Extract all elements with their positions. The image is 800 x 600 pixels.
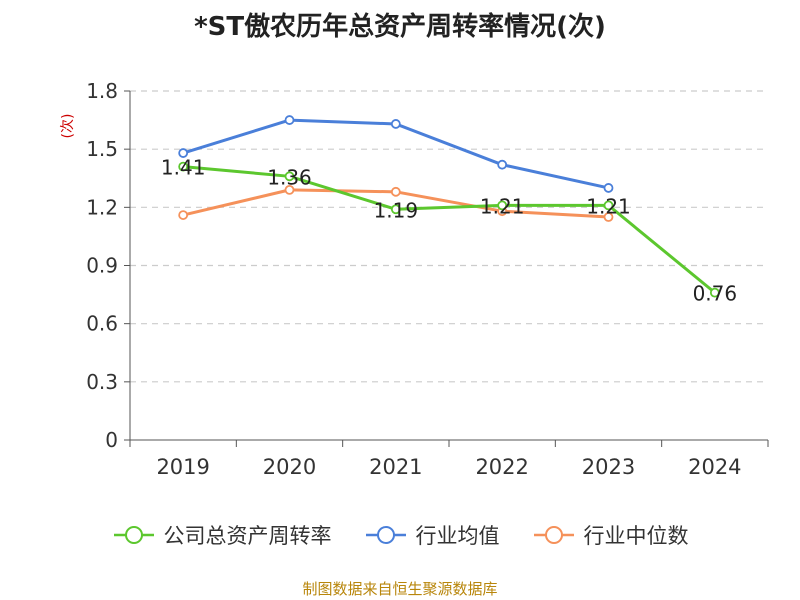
legend-label: 行业均值	[415, 524, 500, 548]
data-point	[390, 204, 401, 215]
y-tick-label: 0.6	[86, 312, 118, 336]
data-point	[390, 119, 401, 129]
series-line	[183, 165, 716, 294]
x-tick-label: 2019	[156, 455, 209, 479]
y-tick-label: 1.5	[86, 137, 118, 161]
y-tick-label: 0	[105, 428, 118, 452]
data-point	[284, 115, 295, 125]
y-tick-label: 0.9	[86, 254, 118, 278]
data-labels: 1.41 1.36 1.19 1.21 1.21 0.76	[161, 156, 737, 306]
data-point	[284, 184, 295, 195]
y-tick-label: 1.8	[86, 79, 118, 103]
y-tick-label: 1.2	[86, 195, 118, 219]
axes: 0 0.3 0.6 0.9 1.2 1.5 1.8 2019 2020 2021 2022 2023 2…	[86, 79, 769, 479]
legend-label: 公司总资产周转率	[163, 524, 332, 548]
data-label: 1.19	[374, 198, 419, 222]
data-point	[497, 200, 508, 211]
data-label: 1.21	[480, 194, 525, 218]
chart-title: *ST傲农历年总资产周转率情况(次)	[194, 12, 606, 42]
data-point	[603, 200, 614, 211]
data-source: 制图数据来自恒生聚源数据库	[302, 580, 498, 598]
legend: 公司总资产周转率 行业均值 行业中位数	[0, 520, 800, 550]
data-label: 1.36	[267, 165, 312, 189]
x-tick-label: 2022	[475, 455, 528, 479]
legend-item: 公司总资产周转率	[112, 520, 332, 550]
y-axis-label: (次)	[60, 114, 76, 139]
data-point	[709, 287, 720, 298]
legend-marker	[533, 526, 574, 544]
legend-item: 行业中位数	[532, 520, 689, 550]
legend-marker	[365, 526, 406, 544]
legend-marker	[113, 526, 154, 544]
x-tick-label: 2021	[369, 455, 422, 479]
data-point	[178, 161, 189, 172]
legend-item: 行业均值	[364, 520, 500, 550]
grid-lines	[130, 90, 768, 383]
y-tick-label: 0.3	[86, 370, 118, 394]
series-line	[182, 118, 609, 190]
legend-label: 行业中位数	[583, 524, 689, 548]
data-point	[603, 183, 614, 193]
x-tick-label: 2024	[688, 455, 741, 479]
series-lines	[178, 115, 720, 298]
x-tick-label: 2020	[263, 455, 316, 479]
data-point	[178, 148, 189, 158]
data-label: 1.21	[586, 194, 631, 218]
data-point	[603, 212, 614, 222]
data-point	[497, 159, 508, 170]
data-label: 1.41	[161, 156, 206, 180]
data-point	[390, 186, 401, 197]
data-point	[178, 210, 189, 220]
data-point	[284, 171, 295, 182]
data-label: 0.76	[693, 282, 738, 306]
x-tick-label: 2023	[582, 455, 635, 479]
